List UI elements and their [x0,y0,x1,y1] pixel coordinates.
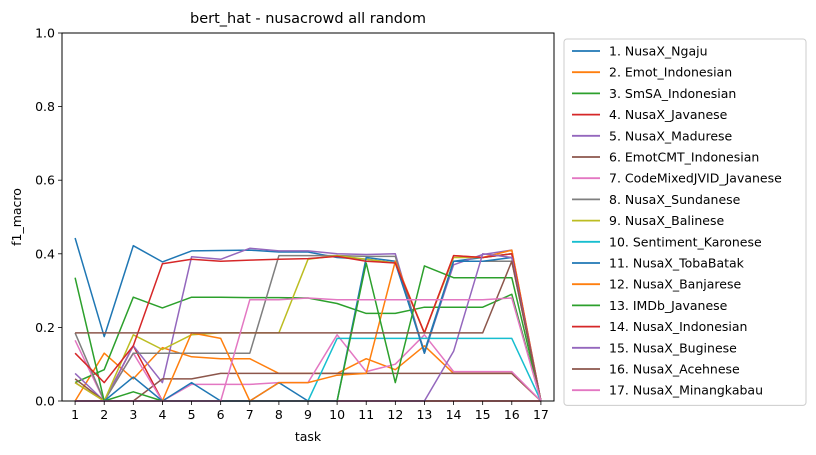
x-tick-label: 17 [533,407,549,422]
legend-label: 12. NusaX_Banjarese [609,277,741,292]
series-line-5 [74,247,542,402]
series-line-3 [74,293,542,402]
x-tick-label: 12 [387,407,403,422]
x-axis-label: task [295,429,322,444]
legend-label: 4. NusaX_Javanese [609,107,728,122]
plot-frame [61,32,555,402]
legend-label: 13. IMDb_Javanese [609,298,728,313]
x-tick-label: 16 [504,407,520,422]
legend-label: 3. SmSA_Indonesian [609,86,736,101]
series-line-12 [75,249,542,402]
legend-label: 1. NusaX_Ngaju [609,44,708,59]
legend-label: 14. NusaX_Indonesian [609,319,747,334]
y-tick-label: 0.2 [35,320,55,335]
y-tick-label: 0.6 [35,173,55,188]
series-line-11 [75,256,542,402]
series-line-13 [74,262,542,402]
legend-label: 8. NusaX_Sundanese [609,192,741,207]
legend-label: 10. Sentiment_Karonese [609,234,762,249]
legend-label: 17. NusaX_Minangkabau [609,383,763,398]
x-tick-label: 10 [329,407,345,422]
legend-label: 2. Emot_Indonesian [609,65,732,80]
legend: 1. NusaX_Ngaju 2. Emot_Indonesian 3. SmSA_… [563,38,807,406]
legend-label: 9. NusaX_Balinese [609,213,724,228]
legend-label: 16. NusaX_Acehnese [609,362,740,377]
y-axis: 0.0 0.2 0.4 0.6 0.8 1.0 [35,26,62,409]
legend-label: 6. EmotCMT_Indonesian [609,150,759,165]
y-axis-label: f1_macro [9,188,24,246]
series-lines [74,237,542,402]
x-tick-label: 13 [416,407,432,422]
legend-label: 5. NusaX_Madurese [609,128,733,143]
x-tick-label: 5 [188,407,196,422]
x-tick-label: 6 [217,407,225,422]
x-tick-label: 2 [100,407,108,422]
legend-label: 15. NusaX_Buginese [609,340,737,355]
series-line-16 [75,260,542,402]
series-line-14 [74,253,542,402]
y-tick-label: 1.0 [35,26,55,41]
legend-frame [563,38,807,406]
series-line-9 [74,253,542,402]
series-line-15 [75,253,542,402]
x-axis: 1 2 3 4 5 6 7 8 9 10 11 12 13 14 15 16 17 [71,401,549,422]
x-tick-label: 15 [475,407,491,422]
y-tick-label: 0.8 [35,99,55,114]
x-tick-label: 11 [358,407,374,422]
chart-title: bert_hat - nusacrowd all random [190,11,426,27]
legend-label: 7. CodeMixedJVID_Javanese [609,171,782,186]
x-tick-label: 4 [158,407,166,422]
x-tick-label: 8 [275,407,283,422]
x-tick-label: 7 [246,407,254,422]
y-tick-label: 0.4 [35,246,55,261]
x-tick-label: 3 [129,407,137,422]
series-line-1 [74,237,542,402]
x-tick-label: 1 [71,407,79,422]
legend-label: 11. NusaX_TobaBatak [609,256,745,271]
x-tick-label: 9 [304,407,312,422]
y-tick-label: 0.0 [35,394,55,409]
x-tick-label: 14 [446,407,462,422]
